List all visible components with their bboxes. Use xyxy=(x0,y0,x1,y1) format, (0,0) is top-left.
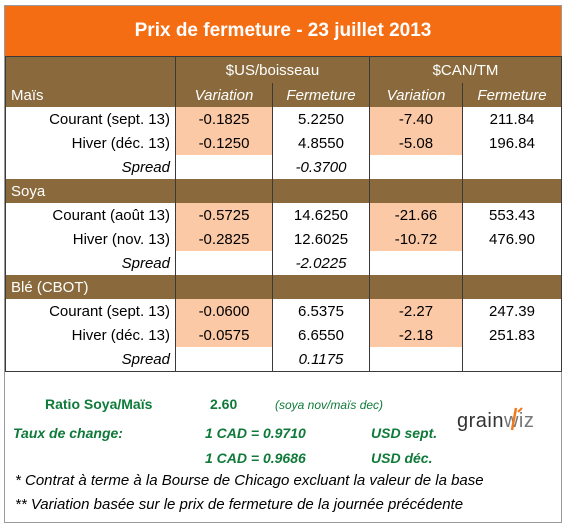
cad-fermeture: 251.83 xyxy=(462,323,562,347)
footnote-2: ** Variation basée sur le prix de fermet… xyxy=(15,496,464,513)
logo-text-grain: grain xyxy=(457,410,504,432)
cad-fermeture: 211.84 xyxy=(462,107,562,131)
section-name: Soya xyxy=(5,179,176,203)
exchange-label: Taux de change: xyxy=(13,425,123,441)
price-table: $US/boisseau $CAN/TM Maïs Variation Ferm… xyxy=(5,56,562,372)
cad-variation: -5.08 xyxy=(369,131,463,155)
cad-fermeture: 196.84 xyxy=(462,131,562,155)
cad-variation: -10.72 xyxy=(369,227,463,251)
exchange-unit-dec: USD déc. xyxy=(371,450,433,466)
spread-row: Spread -2.0225 xyxy=(5,251,562,275)
cad-variation: -2.18 xyxy=(369,323,463,347)
spread-label: Spread xyxy=(5,347,176,372)
cad-group-header: $CAN/TM xyxy=(369,56,562,83)
contract-label: Courant (août 13) xyxy=(5,203,176,227)
column-header-variation: Variation xyxy=(369,83,463,107)
wheat-logo-icon xyxy=(510,407,523,431)
usd-variation: -0.0575 xyxy=(175,323,273,347)
usd-variation: -0.5725 xyxy=(175,203,273,227)
table-row: Courant (sept. 13) -0.0600 6.5375 -2.27 … xyxy=(5,299,562,323)
section-name: Blé (CBOT) xyxy=(5,275,176,299)
exchange-rate-dec: 1 CAD = 0.9686 xyxy=(205,450,306,466)
cad-fermeture: 247.39 xyxy=(462,299,562,323)
column-header-variation: Variation xyxy=(175,83,273,107)
table-row: Hiver (nov. 13) -0.2825 12.6025 -10.72 4… xyxy=(5,227,562,251)
contract-label: Courant (sept. 13) xyxy=(5,107,176,131)
page-title: Prix de fermeture - 23 juillet 2013 xyxy=(5,6,561,56)
section-header-row: Soya xyxy=(5,179,562,203)
usd-fermeture: 4.8550 xyxy=(272,131,370,155)
contract-label: Hiver (déc. 13) xyxy=(5,323,176,347)
spread-label: Spread xyxy=(5,155,176,179)
column-header-fermeture: Fermeture xyxy=(462,83,562,107)
usd-fermeture: 5.2250 xyxy=(272,107,370,131)
section-name: Maïs xyxy=(5,83,176,107)
usd-fermeture: 6.6550 xyxy=(272,323,370,347)
table-row: Hiver (déc. 13) -0.0575 6.6550 -2.18 251… xyxy=(5,323,562,347)
usd-fermeture: 14.6250 xyxy=(272,203,370,227)
usd-group-header: $US/boisseau xyxy=(175,56,370,83)
cad-variation: -21.66 xyxy=(369,203,463,227)
usd-fermeture: 12.6025 xyxy=(272,227,370,251)
cad-variation: -2.27 xyxy=(369,299,463,323)
cad-fermeture: 476.90 xyxy=(462,227,562,251)
spread-row: Spread 0.1175 xyxy=(5,347,562,372)
section-header-row: Maïs Variation Fermeture Variation Ferme… xyxy=(5,83,562,107)
spread-label: Spread xyxy=(5,251,176,275)
usd-variation: -0.0600 xyxy=(175,299,273,323)
column-header-fermeture: Fermeture xyxy=(272,83,370,107)
cad-variation: -7.40 xyxy=(369,107,463,131)
table-row: Hiver (déc. 13) -0.1250 4.8550 -5.08 196… xyxy=(5,131,562,155)
contract-label: Courant (sept. 13) xyxy=(5,299,176,323)
usd-variation: -0.1250 xyxy=(175,131,273,155)
ratio-note: (soya nov/maïs dec) xyxy=(275,398,384,412)
spread-value: -2.0225 xyxy=(272,251,370,275)
footnote-1: * Contrat à terme à la Bourse de Chicago… xyxy=(15,472,484,489)
table-row: Courant (août 13) -0.5725 14.6250 -21.66… xyxy=(5,203,562,227)
exchange-unit-sept: USD sept. xyxy=(371,425,438,441)
usd-variation: -0.1825 xyxy=(175,107,273,131)
exchange-rate-sept: 1 CAD = 0.9710 xyxy=(205,425,306,441)
contract-label: Hiver (nov. 13) xyxy=(5,227,176,251)
table-row: Courant (sept. 13) -0.1825 5.2250 -7.40 … xyxy=(5,107,562,131)
usd-variation: -0.2825 xyxy=(175,227,273,251)
ratio-value: 2.60 xyxy=(210,396,238,412)
group-header-row: $US/boisseau $CAN/TM xyxy=(5,56,562,83)
ratio-label: Ratio Soya/Maïs xyxy=(45,396,153,412)
spread-value: 0.1175 xyxy=(272,347,370,372)
spread-row: Spread -0.3700 xyxy=(5,155,562,179)
section-header-row: Blé (CBOT) xyxy=(5,275,562,299)
usd-fermeture: 6.5375 xyxy=(272,299,370,323)
contract-label: Hiver (déc. 13) xyxy=(5,131,176,155)
spread-value: -0.3700 xyxy=(272,155,370,179)
cad-fermeture: 553.43 xyxy=(462,203,562,227)
